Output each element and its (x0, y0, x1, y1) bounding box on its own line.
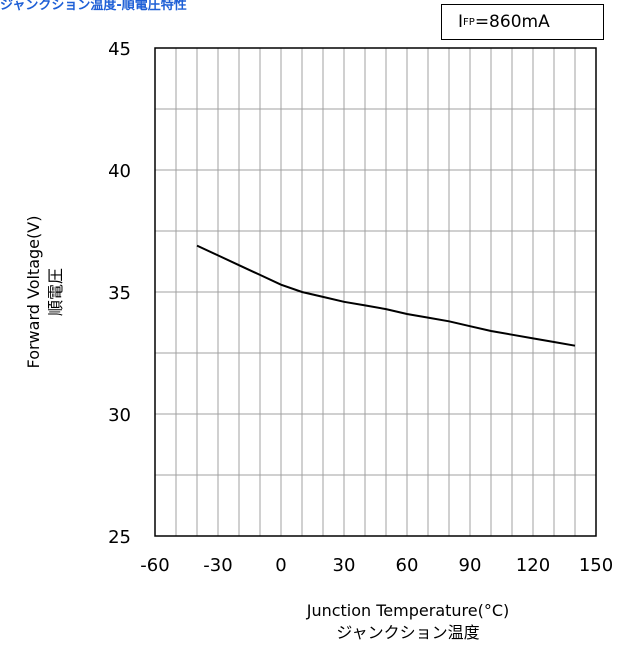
tick-labels: -60 -30 0 30 60 90 120 150 25 30 35 40 45 (108, 39, 613, 576)
y-tick-label: 25 (108, 527, 131, 548)
x-tick-label: 30 (333, 555, 356, 576)
condition-value: =860mA (474, 12, 550, 32)
y-tick-label: 40 (108, 161, 131, 182)
x-tick-label: -30 (203, 555, 232, 576)
grid (155, 48, 596, 536)
y-axis-label: Forward Voltage(V) (24, 216, 43, 369)
x-tick-label: -60 (140, 555, 169, 576)
y-tick-label: 35 (108, 283, 131, 304)
series-line (196, 244, 576, 347)
chart-title: ジャンクション温度-順電圧特性 (0, 0, 187, 13)
y-axis-label-jp: 順電圧 (46, 268, 65, 316)
x-axis-label-jp: ジャンクション温度 (336, 623, 479, 642)
x-tick-label: 150 (579, 555, 613, 576)
condition-subscript: FP (463, 16, 475, 28)
x-tick-label: 0 (275, 555, 286, 576)
x-axis-label: Junction Temperature(°C) (306, 601, 510, 620)
x-tick-label: 120 (516, 555, 550, 576)
y-tick-label: 30 (108, 405, 131, 426)
condition-box: I FP =860mA (441, 4, 604, 40)
plot-frame (154, 47, 597, 537)
x-tick-label: 60 (396, 555, 419, 576)
condition-symbol: I (458, 12, 464, 32)
x-tick-label: 90 (459, 555, 482, 576)
y-tick-label: 45 (108, 39, 131, 60)
